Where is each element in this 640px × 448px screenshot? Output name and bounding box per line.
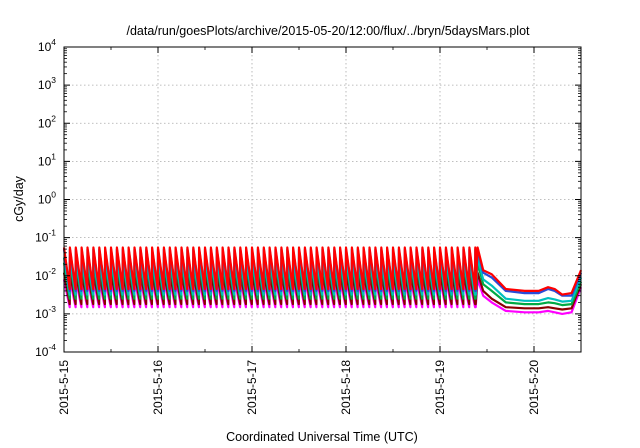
x-tick-label: 2015-5-15 — [57, 360, 71, 415]
y-tick-label: 10-4 — [35, 342, 56, 359]
x-tick-labels: 2015-5-15 2015-5-16 2015-5-17 2015-5-18 2015… — [57, 47, 541, 415]
y-tick-label: 103 — [38, 75, 56, 92]
x-axis-label: Coordinated Universal Time (UTC) — [226, 430, 418, 444]
y-tick-label: 10-2 — [35, 266, 56, 283]
y-tick-label: 102 — [38, 113, 56, 130]
x-tick-label: 2015-5-18 — [339, 360, 353, 415]
grid — [64, 47, 581, 352]
y-tick-label: 101 — [38, 151, 56, 168]
x-tick-label: 2015-5-20 — [527, 360, 541, 415]
series-lines — [62, 246, 583, 315]
x-tick-label: 2015-5-17 — [245, 360, 259, 415]
series-line — [62, 246, 583, 296]
y-tick-label: 104 — [38, 37, 56, 54]
y-tick-label: 100 — [38, 190, 56, 207]
chart-title: /data/run/goesPlots/archive/2015-05-20/1… — [126, 24, 530, 38]
x-tick-label: 2015-5-19 — [433, 360, 447, 415]
y-tick-labels: 104 103 102 101 100 10-1 10-2 10-3 10-4 — [35, 37, 581, 359]
y-axis-label: cGy/day — [12, 175, 26, 222]
y-tick-label: 10-3 — [35, 304, 56, 321]
x-tick-label: 2015-5-16 — [151, 360, 165, 415]
y-tick-label: 10-1 — [35, 228, 56, 245]
